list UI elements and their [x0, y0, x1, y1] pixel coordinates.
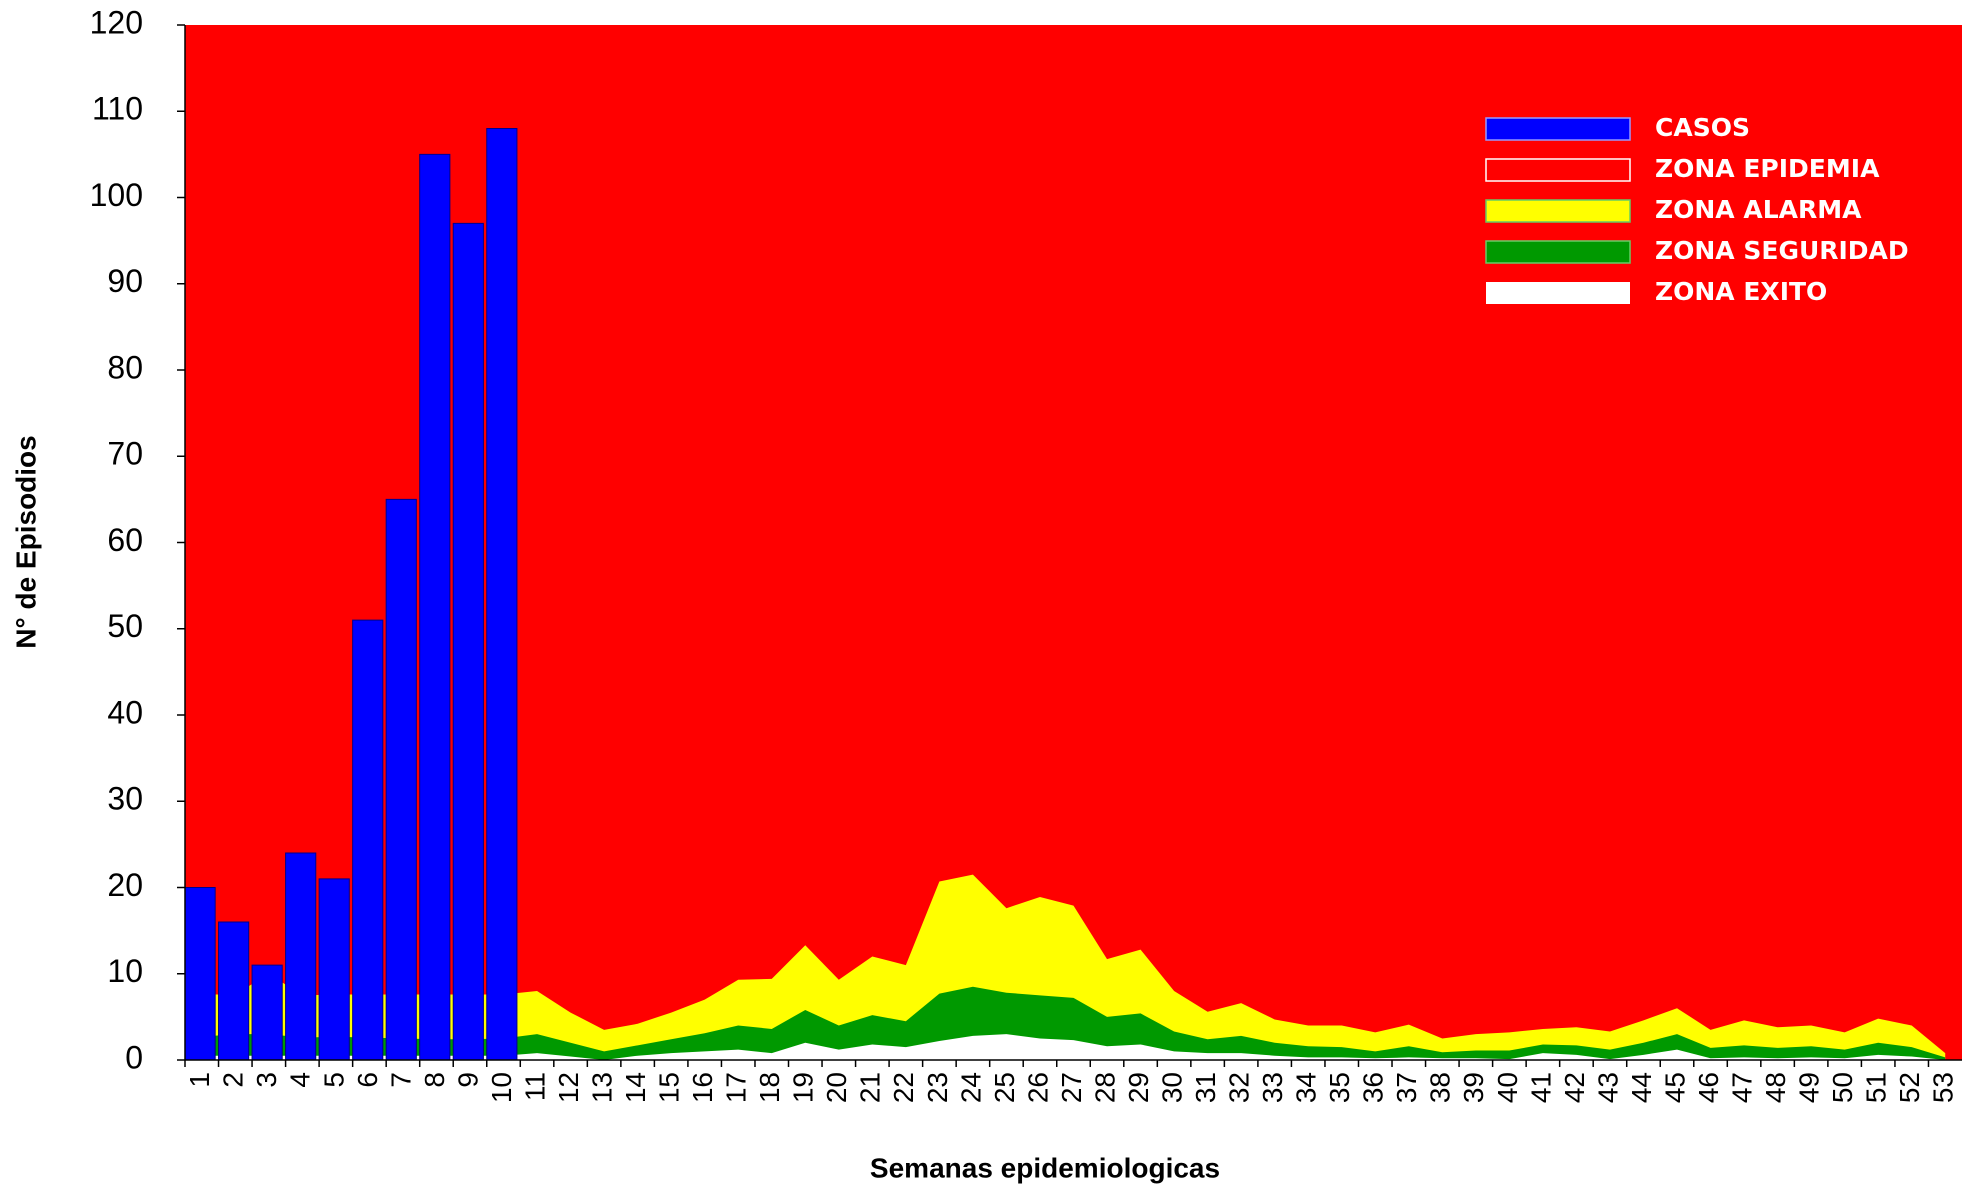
legend-swatch — [1485, 199, 1631, 223]
x-tick-label: 42 — [1559, 1072, 1590, 1103]
x-tick-label: 34 — [1291, 1072, 1322, 1103]
x-tick-label: 24 — [955, 1072, 986, 1103]
x-tick-label: 50 — [1827, 1072, 1858, 1103]
y-tick-label: 60 — [107, 522, 143, 558]
legend-label: ZONA SEGURIDAD — [1655, 236, 1909, 265]
x-tick-label: 31 — [1190, 1072, 1221, 1103]
x-tick-label: 8 — [419, 1072, 450, 1088]
bar — [318, 878, 350, 1061]
x-tick-label: 41 — [1525, 1072, 1556, 1103]
x-tick-label: 48 — [1760, 1072, 1791, 1103]
x-tick-label: 32 — [1224, 1072, 1255, 1103]
bar — [285, 852, 317, 1061]
x-tick-label: 20 — [821, 1072, 852, 1103]
y-tick-label: 50 — [107, 608, 143, 644]
x-tick-label: 21 — [855, 1072, 886, 1103]
x-tick-label: 36 — [1358, 1072, 1389, 1103]
x-tick-label: 49 — [1794, 1072, 1825, 1103]
y-tick-label: 0 — [125, 1039, 143, 1075]
legend-swatch — [1485, 117, 1631, 141]
x-tick-label: 12 — [553, 1072, 584, 1103]
y-tick-label: 30 — [107, 781, 143, 817]
x-tick-label: 10 — [486, 1072, 517, 1103]
x-tick-label: 1 — [184, 1072, 215, 1088]
legend-swatch — [1486, 282, 1630, 304]
x-tick-label: 46 — [1693, 1072, 1724, 1103]
x-tick-label: 33 — [1257, 1072, 1288, 1103]
x-tick-label: 27 — [1056, 1072, 1087, 1103]
x-tick-label: 26 — [1022, 1072, 1053, 1103]
x-tick-label: 37 — [1391, 1072, 1422, 1103]
legend-label: ZONA ALARMA — [1655, 195, 1862, 224]
x-tick-label: 18 — [754, 1072, 785, 1103]
x-tick-label: 51 — [1861, 1072, 1892, 1103]
x-tick-label: 2 — [218, 1072, 249, 1088]
y-tick-label: 40 — [107, 694, 143, 730]
zone-area — [201, 986, 1946, 1060]
x-tick-label: 5 — [318, 1072, 349, 1088]
legend-label: CASOS — [1655, 113, 1750, 142]
x-tick-label: 29 — [1123, 1072, 1154, 1103]
bar — [218, 921, 250, 1061]
x-tick-label: 14 — [620, 1072, 651, 1103]
y-tick-label: 110 — [92, 91, 143, 127]
x-tick-label: 45 — [1659, 1072, 1690, 1103]
x-tick-label: 25 — [989, 1072, 1020, 1103]
x-tick-label: 22 — [888, 1072, 919, 1103]
bar — [452, 222, 484, 1061]
bar — [184, 887, 216, 1061]
x-tick-label: 4 — [285, 1072, 316, 1088]
x-tick-label: 19 — [788, 1072, 819, 1103]
x-tick-label: 23 — [922, 1072, 953, 1103]
bar — [251, 964, 283, 1061]
x-tick-label: 11 — [519, 1072, 550, 1101]
x-tick-label: 53 — [1928, 1072, 1959, 1103]
x-tick-label: 43 — [1592, 1072, 1623, 1103]
x-axis-title: Semanas epidemiologicas — [870, 1152, 1220, 1183]
x-tick-label: 47 — [1726, 1072, 1757, 1103]
x-tick-label: 39 — [1458, 1072, 1489, 1103]
y-tick-label: 90 — [107, 263, 143, 299]
zone-area — [201, 1034, 1946, 1060]
y-tick-label: 10 — [107, 953, 143, 989]
x-tick-label: 44 — [1626, 1072, 1657, 1103]
legend-swatch — [1485, 158, 1631, 182]
bar — [385, 498, 417, 1061]
zone-area — [201, 874, 1946, 1060]
y-tick-label: 80 — [107, 349, 143, 385]
y-axis-title: N° de Episodios — [10, 435, 41, 648]
x-tick-label: 3 — [251, 1072, 282, 1088]
legend-swatch — [1485, 240, 1631, 264]
x-tick-label: 40 — [1492, 1072, 1523, 1103]
bar — [419, 153, 451, 1061]
y-tick-label: 100 — [90, 177, 143, 213]
legend-label: ZONA EXITO — [1655, 277, 1827, 306]
x-tick-label: 6 — [352, 1072, 383, 1088]
x-tick-label: 16 — [687, 1072, 718, 1103]
x-tick-label: 52 — [1894, 1072, 1925, 1103]
x-tick-label: 17 — [721, 1072, 752, 1103]
x-tick-label: 28 — [1089, 1072, 1120, 1103]
x-tick-label: 15 — [654, 1072, 685, 1103]
y-tick-label: 70 — [107, 436, 143, 472]
y-tick-label: 120 — [90, 4, 143, 40]
x-tick-label: 13 — [586, 1072, 617, 1103]
x-tick-label: 9 — [452, 1072, 483, 1088]
legend-label: ZONA EPIDEMIA — [1655, 154, 1880, 183]
y-tick-label: 20 — [107, 867, 143, 903]
x-tick-label: 30 — [1156, 1072, 1187, 1103]
x-tick-label: 38 — [1425, 1072, 1456, 1103]
bar — [486, 128, 518, 1061]
x-tick-label: 7 — [385, 1072, 416, 1088]
bar — [352, 619, 384, 1061]
x-tick-label: 35 — [1324, 1072, 1355, 1103]
